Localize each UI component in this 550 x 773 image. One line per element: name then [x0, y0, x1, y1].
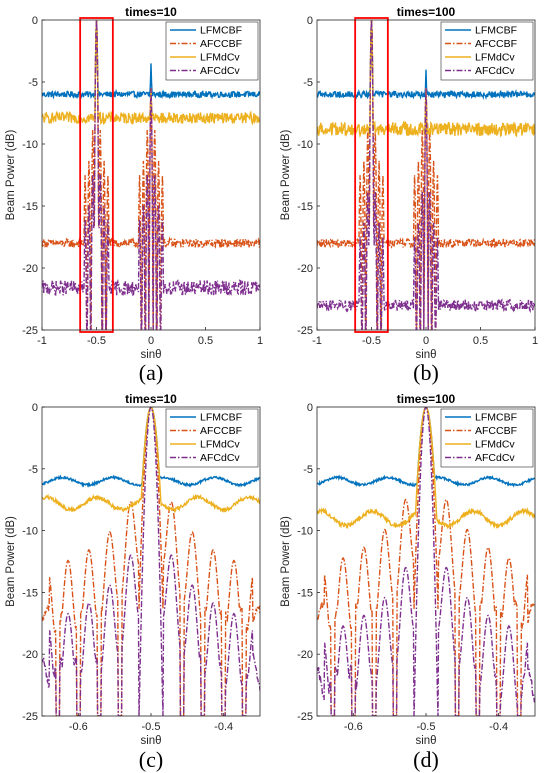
series-line-LFMCBF [42, 20, 260, 100]
x-tick-label: 0.5 [198, 335, 213, 347]
x-tick-label: 0 [423, 335, 429, 347]
x-tick-label: -0.5 [417, 721, 436, 733]
y-tick-label: -10 [22, 526, 38, 538]
chart-panel-a: -1 -0.5 0 0.5 1 0 -5 -10 -15 -20 -25 times=10 sinθ Be… [5, 5, 263, 385]
chart-title: times=100 [397, 5, 456, 19]
x-tick-label: -1 [312, 335, 322, 347]
y-tick-label: -15 [22, 587, 38, 599]
y-tick-label: 0 [307, 402, 313, 414]
y-axis-label: Beam Power (dB) [280, 516, 292, 607]
y-tick-label: -20 [297, 263, 313, 275]
series-line-LFMdCv [42, 407, 260, 514]
legend-label-AFCdCv: AFCdCv [475, 65, 515, 77]
chart-title: times=10 [125, 392, 177, 406]
x-tick-label: -0.5 [362, 335, 381, 347]
series-line-AFCdCv [42, 20, 260, 330]
chart-panel-b: -1 -0.5 0 0.5 1 0 -5 -10 -15 -20 -25 times=100 sinθ B… [280, 5, 538, 385]
y-tick-label: -10 [297, 139, 313, 151]
x-tick-label: -0.5 [87, 335, 106, 347]
series-line-AFCdCv [317, 20, 535, 330]
legend-label-LFMdCv: LFMdCv [475, 52, 515, 64]
x-axis-label: sinθ [415, 735, 436, 747]
legend-label-AFCdCv: AFCdCv [200, 65, 240, 77]
y-tick-label: 0 [32, 402, 38, 414]
x-tick-label: 1 [257, 335, 263, 347]
y-tick-label: -25 [22, 711, 38, 723]
x-tick-label: -0.4 [214, 721, 233, 733]
legend-label-AFCCBF: AFCCBF [475, 38, 517, 50]
y-axis-label: Beam Power (dB) [280, 129, 292, 220]
legend-label-AFCCBF: AFCCBF [475, 425, 517, 437]
legend-label-AFCdCv: AFCdCv [475, 452, 515, 464]
y-tick-label: -5 [303, 77, 313, 89]
y-tick-label: -5 [28, 77, 38, 89]
y-axis-label: Beam Power (dB) [5, 516, 17, 607]
y-tick-label: -5 [28, 464, 38, 476]
legend-label-LFMdCv: LFMdCv [200, 52, 240, 64]
chart-panel-c: -0.6 -0.5 -0.4 0 -5 -10 -15 -20 -25 times=10 sinθ B… [5, 392, 261, 772]
panel-caption: (d) [413, 747, 439, 772]
x-tick-label: -1 [37, 335, 47, 347]
panel-caption: (a) [139, 360, 163, 385]
x-tick-label: -0.6 [344, 721, 363, 733]
x-axis-label: sinθ [415, 349, 436, 361]
y-tick-label: -20 [22, 649, 38, 661]
y-tick-label: -25 [297, 325, 313, 337]
y-tick-label: 0 [307, 15, 313, 27]
y-tick-label: -10 [22, 139, 38, 151]
panel-caption: (b) [413, 360, 439, 385]
x-tick-label: -0.4 [489, 721, 508, 733]
x-tick-label: 0 [148, 335, 154, 347]
legend-label-LFMCBF: LFMCBF [200, 25, 242, 37]
x-tick-label: -0.5 [142, 721, 161, 733]
y-tick-label: 0 [32, 15, 38, 27]
x-tick-label: -0.6 [69, 721, 88, 733]
series-line-LFMCBF [317, 407, 535, 488]
x-tick-label: 1 [532, 335, 538, 347]
x-axis-label: sinθ [140, 735, 161, 747]
x-axis-label: sinθ [140, 349, 161, 361]
y-tick-label: -10 [297, 526, 313, 538]
legend-label-AFCCBF: AFCCBF [200, 38, 242, 50]
series-line-LFMdCv [317, 407, 535, 530]
highlight-box [79, 17, 114, 333]
legend-label-LFMdCv: LFMdCv [475, 439, 515, 451]
y-tick-label: -25 [22, 325, 38, 337]
y-tick-label: -20 [297, 649, 313, 661]
legend-label-LFMCBF: LFMCBF [475, 25, 517, 37]
y-tick-label: -20 [22, 263, 38, 275]
chart-title: times=100 [397, 392, 456, 406]
y-tick-label: -15 [297, 201, 313, 213]
panel-caption: (c) [139, 747, 163, 772]
series-line-LFMCBF [317, 20, 535, 101]
highlight-box [354, 17, 389, 333]
y-axis-label: Beam Power (dB) [5, 129, 17, 220]
chart-panel-d: -0.6 -0.5 -0.4 0 -5 -10 -15 -20 -25 times=100 sinθ… [280, 392, 536, 772]
legend-label-AFCCBF: AFCCBF [200, 425, 242, 437]
y-tick-label: -5 [303, 464, 313, 476]
legend-label-AFCdCv: AFCdCv [200, 452, 240, 464]
chart-title: times=10 [125, 5, 177, 19]
legend-label-LFMCBF: LFMCBF [475, 412, 517, 424]
legend-label-LFMCBF: LFMCBF [200, 412, 242, 424]
y-tick-label: -25 [297, 711, 313, 723]
x-tick-label: 0.5 [473, 335, 488, 347]
legend-label-LFMdCv: LFMdCv [200, 439, 240, 451]
series-line-LFMCBF [42, 407, 260, 488]
y-tick-label: -15 [22, 201, 38, 213]
y-tick-label: -15 [297, 587, 313, 599]
